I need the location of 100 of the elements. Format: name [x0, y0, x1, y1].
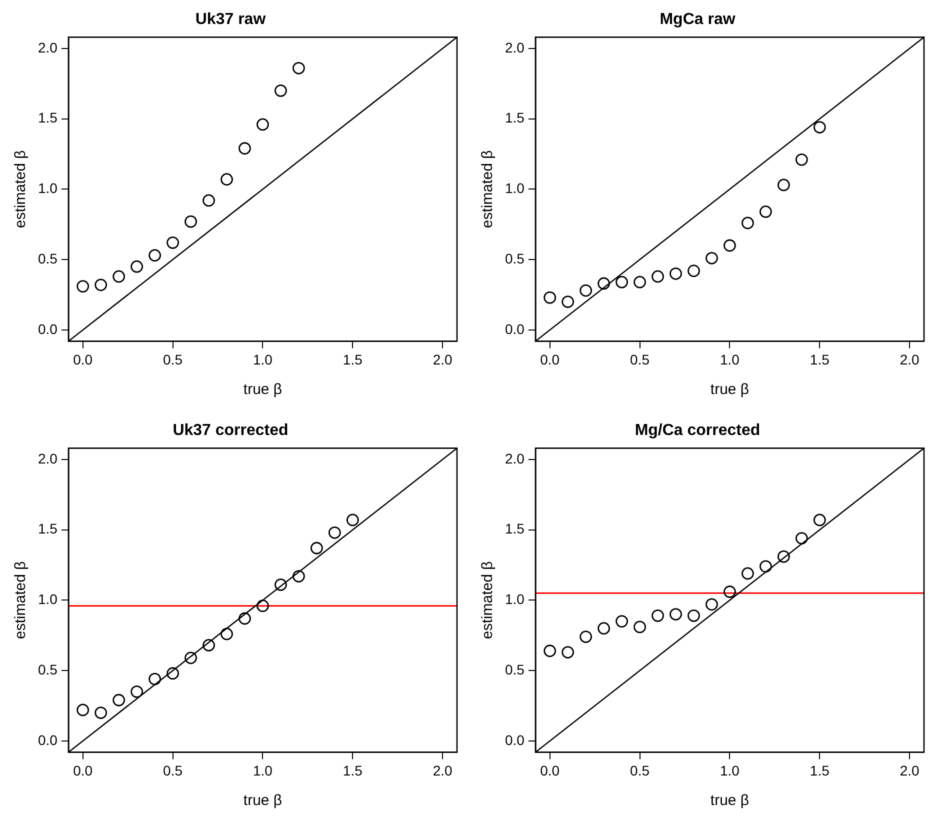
y-axis-title: estimated β	[479, 150, 496, 228]
point	[166, 236, 179, 249]
point	[634, 276, 646, 288]
point	[562, 296, 574, 308]
y-tick-label: 1.0	[504, 180, 525, 196]
x-tick-label: 1.0	[720, 351, 740, 368]
x-tick-label: 1.0	[252, 351, 273, 368]
y-axis-title: estimated β	[12, 150, 30, 228]
point	[724, 239, 736, 252]
point	[238, 142, 251, 155]
point	[310, 542, 323, 554]
y-tick-label: 2.0	[38, 450, 58, 466]
point	[813, 121, 826, 134]
point	[562, 646, 574, 658]
point	[742, 216, 754, 230]
point	[598, 622, 610, 635]
point	[652, 609, 664, 622]
x-tick-label: 1.5	[810, 351, 830, 368]
point	[238, 612, 251, 625]
x-tick-label: 2.0	[900, 351, 920, 368]
point	[616, 615, 628, 628]
point	[670, 608, 682, 620]
point	[148, 672, 162, 686]
chart-title: Mg/Ca corrected	[634, 422, 760, 440]
point	[760, 206, 772, 218]
point	[274, 578, 287, 591]
x-tick-label: 1.5	[810, 762, 830, 778]
point	[274, 84, 287, 97]
point	[76, 704, 90, 716]
point	[795, 153, 808, 166]
point	[706, 598, 718, 611]
x-tick-label: 0.0	[73, 762, 93, 778]
point	[166, 667, 179, 680]
x-tick-label: 0.5	[630, 762, 650, 778]
point	[220, 628, 233, 640]
chart-title: MgCa raw	[660, 11, 736, 28]
point	[292, 570, 305, 582]
point	[256, 118, 269, 131]
y-tick-label: 0.0	[504, 320, 525, 337]
x-tick-label: 2.0	[432, 762, 453, 778]
x-tick-label: 0.5	[163, 351, 183, 368]
y-tick-label: 1.5	[38, 520, 58, 537]
y-tick-label: 2.0	[504, 450, 525, 466]
y-tick-label: 1.0	[504, 591, 525, 608]
point	[688, 264, 700, 278]
y-tick-label: 0.5	[504, 661, 525, 678]
point	[130, 685, 144, 698]
point	[292, 62, 305, 74]
point	[777, 178, 790, 192]
point	[112, 270, 126, 283]
y-axis-title: estimated β	[479, 560, 496, 640]
y-axis-title: estimated β	[12, 560, 30, 640]
point	[184, 215, 197, 228]
point	[580, 630, 592, 643]
y-tick-label: 0.5	[38, 661, 58, 678]
point	[202, 639, 215, 652]
point	[670, 267, 682, 280]
chart-title: Uk37 corrected	[172, 422, 288, 440]
point	[706, 252, 718, 264]
point	[148, 249, 162, 262]
x-axis-title: true β	[710, 792, 750, 810]
point	[328, 526, 341, 539]
x-tick-label: 0.0	[540, 351, 560, 368]
point	[795, 532, 808, 544]
point	[94, 278, 108, 292]
x-tick-label: 1.0	[252, 762, 273, 778]
point	[777, 550, 790, 563]
point	[184, 652, 197, 664]
point	[544, 291, 556, 304]
y-tick-label: 0.0	[38, 320, 58, 337]
x-tick-label: 1.0	[720, 762, 740, 778]
point	[94, 706, 108, 719]
point	[130, 260, 144, 273]
y-tick-label: 1.0	[38, 591, 58, 608]
y-tick-label: 1.5	[504, 110, 525, 126]
point	[202, 194, 215, 207]
x-axis-title: true β	[243, 381, 282, 398]
chart-title: Uk37 raw	[195, 11, 266, 28]
y-tick-label: 0.0	[38, 732, 58, 748]
x-tick-label: 0.0	[540, 762, 560, 778]
point	[742, 567, 754, 580]
point	[652, 270, 664, 283]
x-axis-title: true β	[243, 792, 282, 810]
x-tick-label: 1.5	[342, 351, 363, 368]
point	[76, 280, 90, 293]
y-tick-label: 1.5	[504, 520, 525, 537]
y-tick-label: 0.0	[504, 732, 525, 748]
x-tick-label: 0.5	[630, 351, 650, 368]
x-tick-label: 0.0	[73, 351, 93, 368]
point	[813, 514, 826, 526]
y-tick-label: 2.0	[504, 39, 525, 56]
point	[634, 620, 646, 634]
y-tick-label: 0.5	[38, 250, 58, 266]
point	[760, 560, 772, 573]
y-tick-label: 1.0	[38, 180, 58, 196]
x-tick-label: 1.5	[342, 762, 363, 778]
x-tick-label: 2.0	[432, 351, 453, 368]
point	[346, 514, 359, 526]
point	[544, 644, 556, 658]
x-tick-label: 0.5	[163, 762, 183, 778]
